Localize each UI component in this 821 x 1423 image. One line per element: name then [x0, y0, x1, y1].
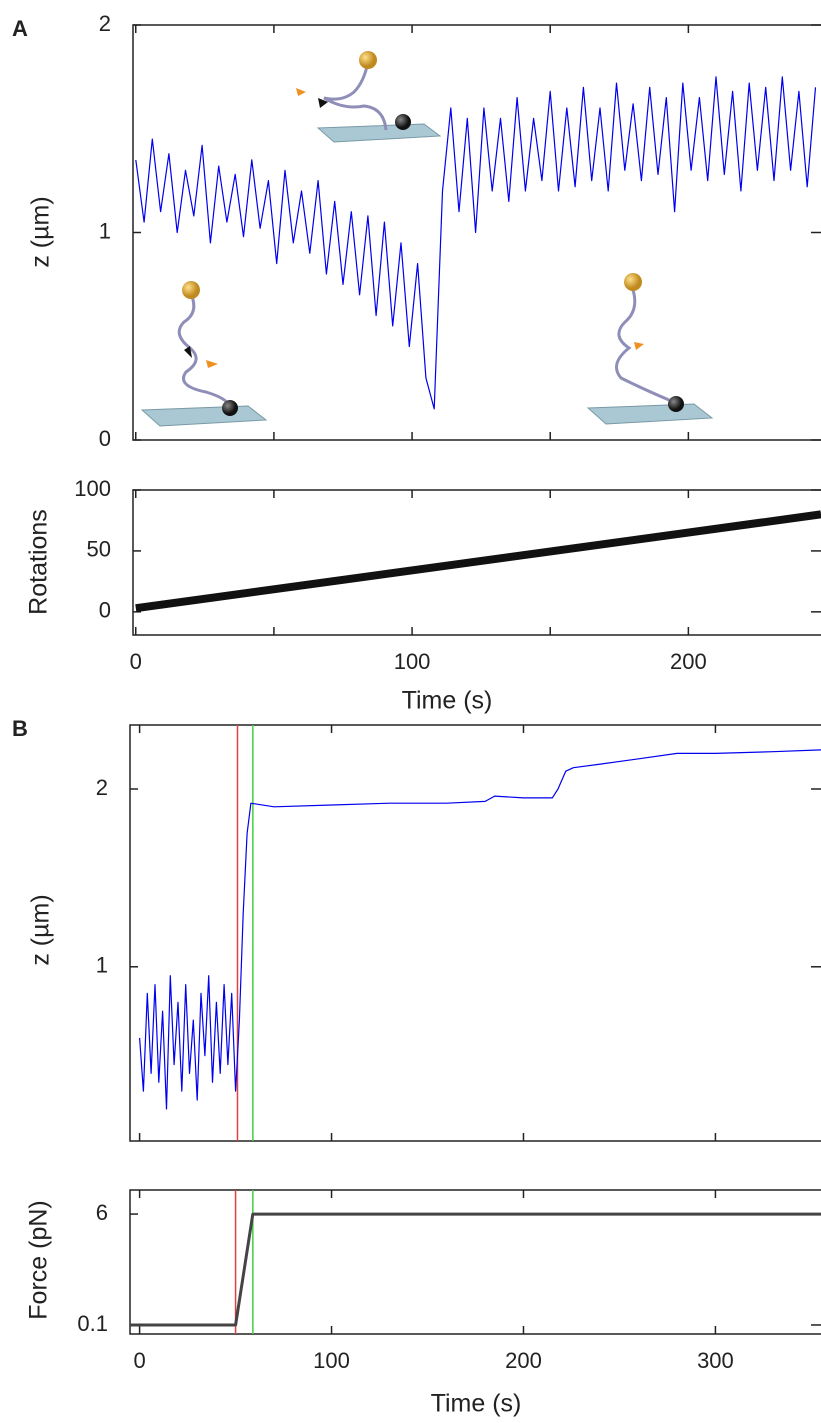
x-tick-label: 300: [697, 1348, 734, 1373]
x-tick-label: 0: [130, 649, 142, 674]
y-axis-label: z (µm): [27, 894, 55, 965]
y-tick-label: 6: [96, 1200, 108, 1225]
x-tick-label: 0: [133, 1348, 145, 1373]
y-axis-label: Rotations: [25, 509, 53, 615]
axis-frame: [129, 1189, 821, 1335]
x-tick-label: 200: [670, 649, 707, 674]
axis-frame: [132, 24, 821, 441]
cartoon-middle: [296, 51, 442, 143]
panel-label: B: [12, 716, 28, 741]
y-tick-label: 2: [96, 775, 108, 800]
y-tick-label: 2: [99, 11, 111, 36]
data-line: [135, 76, 817, 410]
data-line: [135, 510, 821, 613]
y-tick-label: 0.1: [77, 1311, 108, 1336]
y-tick-label: 1: [99, 218, 111, 243]
cartoon-right: [586, 273, 714, 425]
x-tick-label: 100: [313, 1348, 350, 1373]
x-tick-label: 100: [394, 649, 431, 674]
y-tick-label: 0: [99, 426, 111, 451]
y-tick-label: 1: [96, 953, 108, 978]
y-axis-label: Force (pN): [25, 1200, 53, 1319]
axis-frame: [129, 724, 821, 1142]
x-axis-label: Time (s): [402, 687, 493, 715]
axis-frame: [132, 489, 821, 636]
y-tick-label: 100: [74, 476, 111, 501]
x-axis-label: Time (s): [431, 1390, 522, 1418]
y-tick-label: 50: [87, 537, 111, 562]
panel-label: A: [12, 16, 28, 41]
data-line: [139, 749, 821, 1110]
cartoon-left: [140, 281, 268, 427]
x-tick-label: 200: [505, 1348, 542, 1373]
y-tick-label: 0: [99, 598, 111, 623]
y-axis-label: z (µm): [27, 196, 55, 267]
data-line: [130, 1212, 821, 1327]
